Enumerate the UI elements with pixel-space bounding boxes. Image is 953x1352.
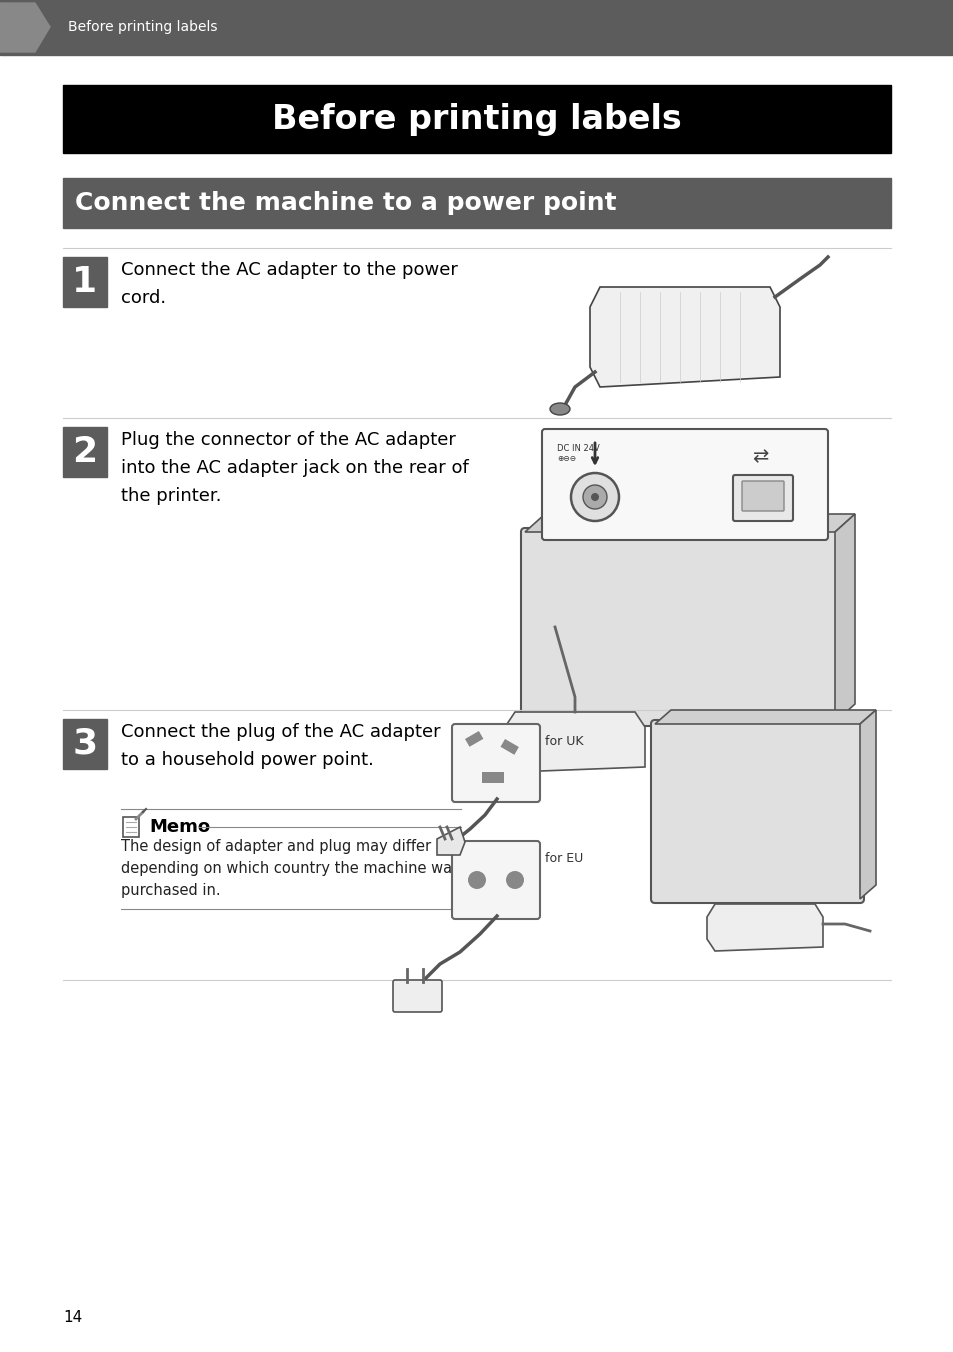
Polygon shape bbox=[706, 904, 822, 950]
Polygon shape bbox=[589, 287, 780, 387]
Bar bbox=[123, 817, 139, 837]
Bar bbox=[63, 85, 890, 153]
Polygon shape bbox=[0, 3, 50, 51]
Text: Before printing labels: Before printing labels bbox=[272, 103, 681, 135]
Polygon shape bbox=[524, 514, 854, 531]
FancyBboxPatch shape bbox=[452, 725, 539, 802]
Polygon shape bbox=[436, 827, 464, 854]
FancyBboxPatch shape bbox=[650, 721, 863, 903]
Text: for UK: for UK bbox=[544, 735, 583, 748]
FancyBboxPatch shape bbox=[732, 475, 792, 521]
Text: Plug the connector of the AC adapter
into the AC adapter jack on the rear of
the: Plug the connector of the AC adapter int… bbox=[121, 431, 468, 504]
Text: DC IN 24V: DC IN 24V bbox=[557, 443, 599, 453]
Bar bbox=[63, 427, 107, 477]
Polygon shape bbox=[655, 710, 875, 725]
Bar bbox=[63, 719, 107, 769]
Bar bbox=[464, 731, 483, 746]
Polygon shape bbox=[859, 710, 875, 899]
Circle shape bbox=[468, 871, 485, 890]
Circle shape bbox=[590, 493, 598, 502]
Bar bbox=[63, 257, 107, 307]
Circle shape bbox=[571, 473, 618, 521]
Polygon shape bbox=[504, 713, 644, 772]
Text: for EU: for EU bbox=[544, 852, 582, 865]
FancyBboxPatch shape bbox=[393, 980, 441, 1013]
Ellipse shape bbox=[550, 403, 569, 415]
Text: Connect the AC adapter to the power
cord.: Connect the AC adapter to the power cord… bbox=[121, 261, 457, 307]
FancyBboxPatch shape bbox=[520, 529, 838, 726]
Text: 3: 3 bbox=[72, 727, 97, 761]
Text: 1: 1 bbox=[72, 265, 97, 299]
Bar bbox=[481, 772, 503, 783]
Bar bbox=[500, 740, 518, 754]
Circle shape bbox=[505, 871, 523, 890]
Polygon shape bbox=[834, 514, 854, 722]
Text: Connect the plug of the AC adapter
to a household power point.: Connect the plug of the AC adapter to a … bbox=[121, 723, 440, 769]
Text: 14: 14 bbox=[63, 1310, 82, 1325]
Text: 2: 2 bbox=[72, 435, 97, 469]
FancyBboxPatch shape bbox=[741, 481, 783, 511]
Text: Memo: Memo bbox=[149, 818, 210, 836]
FancyBboxPatch shape bbox=[541, 429, 827, 539]
Bar bbox=[63, 178, 890, 228]
Text: ⊕⊖⊖: ⊕⊖⊖ bbox=[557, 454, 576, 462]
Text: Before printing labels: Before printing labels bbox=[68, 20, 217, 34]
Text: Connect the machine to a power point: Connect the machine to a power point bbox=[75, 191, 616, 215]
Bar bbox=[0, 0, 953, 55]
Text: The design of adapter and plug may differ
depending on which country the machine: The design of adapter and plug may diffe… bbox=[121, 840, 459, 898]
Circle shape bbox=[582, 485, 606, 508]
Text: ⇄: ⇄ bbox=[751, 448, 767, 466]
FancyBboxPatch shape bbox=[452, 841, 539, 919]
